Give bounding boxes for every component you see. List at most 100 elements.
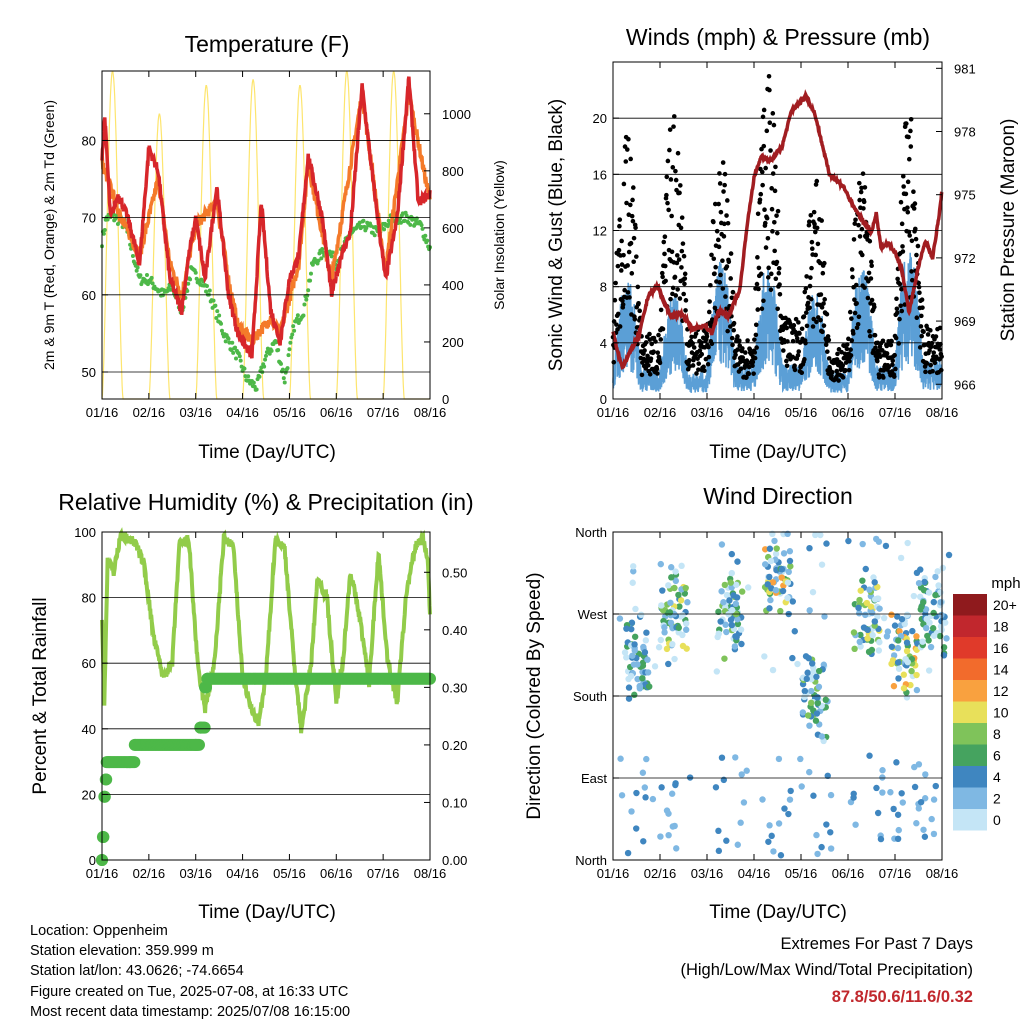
gust-point <box>729 335 735 341</box>
direction-point <box>937 599 944 606</box>
direction-point <box>771 537 778 545</box>
direction-point <box>737 819 744 826</box>
direction-point <box>797 755 804 763</box>
gust-point <box>853 282 859 288</box>
direction-point <box>631 641 638 648</box>
gust-point <box>920 305 925 310</box>
gust-point <box>913 236 919 242</box>
gust-point <box>760 182 765 188</box>
direction-point <box>628 619 636 626</box>
direction-point <box>791 628 798 635</box>
legend-swatch <box>953 701 987 723</box>
gust-point <box>735 347 741 352</box>
dewpoint-point <box>217 313 222 318</box>
gust-point <box>622 287 627 293</box>
temperature-left-tick-label: 80 <box>82 133 96 148</box>
dewpoint-point <box>219 321 224 326</box>
direction-point <box>827 845 835 852</box>
legend-swatch <box>953 809 987 831</box>
direction-point <box>659 587 666 594</box>
gust-point <box>683 298 689 303</box>
direction-point <box>919 638 926 645</box>
direction-point <box>930 632 938 639</box>
humidity-right-tick-label: 0.20 <box>442 738 467 753</box>
direction-point <box>623 654 630 661</box>
direction-point <box>733 633 740 641</box>
direction-point <box>935 582 942 589</box>
direction-point <box>718 754 726 761</box>
legend-swatch <box>953 594 987 616</box>
direction-point <box>738 640 745 648</box>
direction-point <box>726 597 733 604</box>
direction-point <box>778 574 785 581</box>
direction-left-tick-label: North <box>575 853 607 868</box>
rainfall-point <box>103 756 116 769</box>
direction-point <box>876 638 883 646</box>
direction-point <box>679 611 686 619</box>
humidity-plot-area <box>96 527 436 866</box>
gust-point <box>835 351 840 357</box>
direction-point <box>718 541 726 548</box>
direction-point <box>668 790 676 797</box>
direction-point <box>715 630 722 637</box>
humidity-x-tick-label: 06/16 <box>320 866 353 881</box>
gust-point <box>660 274 665 280</box>
gust-point <box>706 354 712 360</box>
direction-point <box>769 666 777 674</box>
temperature-right-tick-label: 1000 <box>442 107 471 122</box>
dewpoint-point <box>404 213 409 218</box>
gust-point <box>690 341 696 346</box>
direction-point <box>627 672 635 680</box>
gust-point <box>856 180 862 186</box>
gust-point <box>637 308 642 314</box>
gust-point <box>758 191 764 197</box>
gust-point <box>672 274 678 280</box>
direction-point <box>898 615 906 623</box>
dewpoint-point <box>287 347 292 352</box>
direction-point <box>767 557 775 565</box>
gust-point <box>867 329 872 334</box>
gust-point <box>914 252 919 258</box>
dewpoint-point <box>304 297 309 302</box>
gust-point <box>772 248 777 254</box>
gust-point <box>617 223 622 229</box>
gust-point <box>769 186 774 191</box>
gust-point <box>671 124 676 129</box>
direction-point <box>655 644 663 651</box>
gust-point <box>617 324 623 329</box>
gust-point <box>872 332 878 338</box>
direction-point <box>817 531 824 539</box>
gust-point <box>768 271 774 277</box>
humidity-right-tick-label: 0.50 <box>442 565 467 580</box>
direction-point <box>766 605 773 612</box>
temperature-left-tick-label: 60 <box>82 288 96 303</box>
direction-point <box>625 695 633 702</box>
gust-point <box>766 73 772 79</box>
gust-point <box>676 257 682 262</box>
dewpoint-point <box>264 353 268 358</box>
gust-point <box>909 238 915 244</box>
direction-point <box>633 825 640 832</box>
gust-point <box>752 355 758 361</box>
gust-point <box>908 116 914 122</box>
direction-point <box>673 845 680 852</box>
legend-swatch <box>953 787 987 809</box>
gust-point <box>701 364 706 370</box>
dewpoint-point <box>231 350 236 355</box>
direction-point <box>731 643 739 650</box>
gust-point <box>810 324 816 329</box>
direction-point <box>784 579 792 586</box>
gust-point <box>807 305 812 311</box>
direction-point <box>930 609 937 617</box>
dewpoint-point <box>211 298 216 303</box>
direction-point <box>806 722 813 729</box>
direction-point <box>818 843 825 851</box>
direction-point <box>898 790 905 797</box>
humidity-x-tick-label: 05/16 <box>273 866 306 881</box>
dewpoint-point <box>246 374 251 379</box>
direction-point <box>806 607 813 614</box>
gust-point <box>667 147 672 153</box>
winds-left-tick-label: 16 <box>593 167 607 182</box>
direction-point <box>913 820 920 827</box>
direction-point <box>789 598 796 605</box>
